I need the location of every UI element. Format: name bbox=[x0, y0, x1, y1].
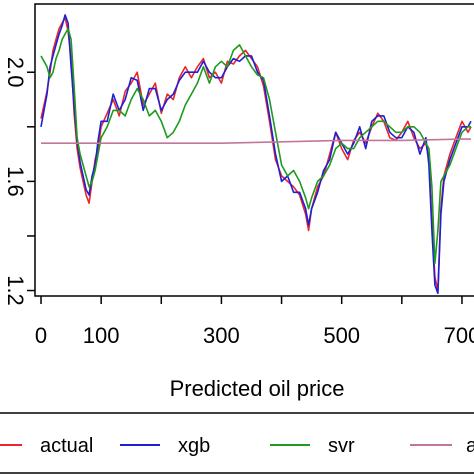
y-tick-label: 1.6 bbox=[3, 166, 28, 197]
series-line-xgb bbox=[40, 14, 472, 295]
legend-box bbox=[0, 412, 474, 474]
x-tick-label: 700 bbox=[444, 323, 474, 348]
series-line-svr bbox=[40, 27, 471, 265]
x-tick-label: 100 bbox=[83, 323, 120, 348]
y-axis: 1.2 1.6 2.0 bbox=[3, 57, 35, 306]
series-line-extra bbox=[41, 138, 471, 144]
legend-label-svr: svr bbox=[328, 435, 355, 457]
x-tick-label: 500 bbox=[323, 323, 360, 348]
plot-frame bbox=[34, 3, 474, 297]
y-tick-label: 2.0 bbox=[3, 57, 28, 88]
y-tick-label: 1.2 bbox=[3, 275, 28, 306]
legend-label-actual: actual bbox=[40, 435, 93, 457]
x-tick-label: 0 bbox=[35, 323, 47, 348]
x-axis-title: Predicted oil price bbox=[170, 376, 345, 401]
legend-label-extra: a bbox=[466, 435, 474, 457]
legend-label-xgb: xgb bbox=[178, 435, 210, 457]
series-line-actual bbox=[40, 16, 472, 292]
x-axis: 0 100 300 500 700 bbox=[35, 296, 474, 348]
series-layer bbox=[40, 14, 472, 295]
x-tick-label: 300 bbox=[203, 323, 240, 348]
legend: actual xgb svr a bbox=[0, 412, 474, 474]
